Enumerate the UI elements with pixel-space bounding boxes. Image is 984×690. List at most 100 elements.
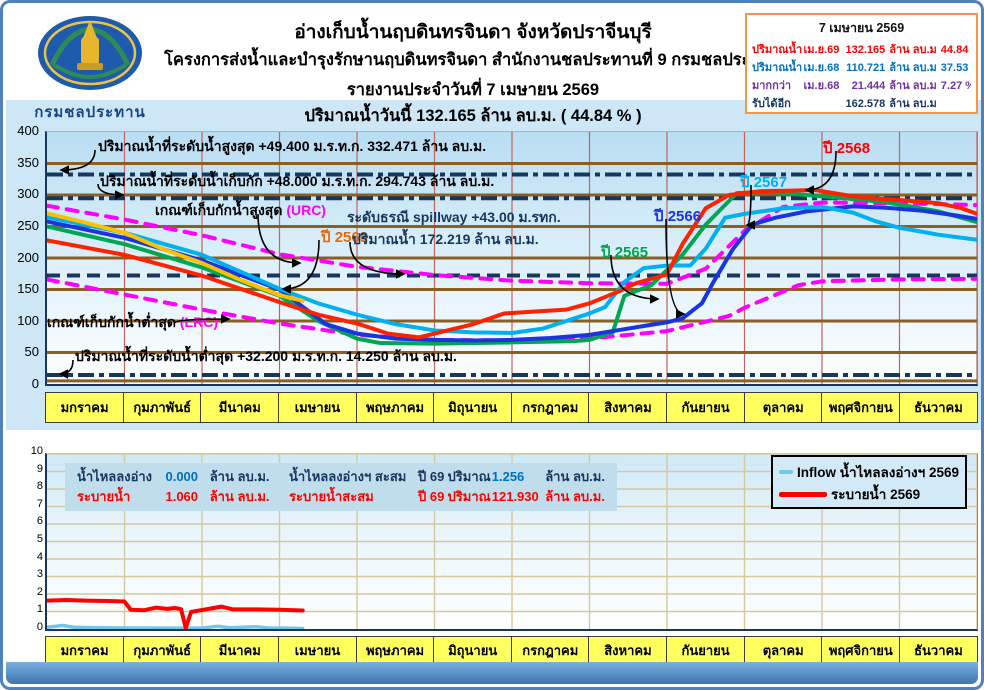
- info-box-row-3: รับได้อีก 162.578 ล้าน ลบ.ม: [752, 95, 971, 113]
- report-subtitle: โครงการส่งน้ำและบำรุงรักษานฤบดินทรจินดา …: [164, 51, 782, 69]
- rid-logo-text: กรมชลประทาน: [34, 104, 146, 121]
- month-cell-6: กรกฎาคม: [510, 392, 590, 423]
- flow-info-segment: 1.256: [491, 469, 525, 484]
- month-cell-7: สิงหาคม: [588, 636, 668, 664]
- rid-logo: กรมชลประทาน: [25, 13, 155, 121]
- month-cell-4: พฤษภาคม: [355, 636, 435, 664]
- flow-info-box: น้ำไหลลงอ่าง 0.000 ล้าน ลบ.ม. น้ำไหลลงอ่างฯ…: [65, 463, 617, 511]
- info-cell: [941, 95, 971, 113]
- report-date-line: รายงานประจำวันที่ 7 เมษายน 2569: [346, 81, 600, 99]
- y-tick-label: 50: [24, 344, 39, 360]
- annotation-spillway: ระดับธรณี spillway +43.00 ม.รทก.: [347, 207, 561, 229]
- month-cell-0: มกราคม: [45, 392, 125, 423]
- info-cell: 44.84 %: [940, 44, 971, 56]
- y-tick-label: 9: [36, 462, 43, 475]
- rid-emblem-icon: [38, 16, 142, 90]
- summary-info-box: 7 เมษายน 2569 ปริมาณน้ำ เม.ย.69 132.165 ล้า…: [745, 13, 978, 114]
- flow-info-segment: ปริมาณ: [447, 489, 491, 504]
- info-cell: รับได้อีก: [752, 98, 791, 110]
- annotation-year-2566-text: ปี 2566: [654, 208, 702, 225]
- info-cell: ปริมาณน้ำ: [752, 44, 803, 56]
- info-cell: ล้าน ลบ.ม: [889, 62, 937, 74]
- info-cell: เม.ย.68: [803, 80, 840, 92]
- info-cell: 7.27 %: [940, 80, 971, 92]
- annotation-year-2565-text: ปี 2565: [601, 244, 649, 261]
- annotation-year-2567: ปี 2567: [740, 170, 787, 194]
- month-cell-0: มกราคม: [45, 636, 125, 664]
- y-tick-label: 3: [36, 568, 43, 581]
- info-cell: มากกว่า: [752, 80, 792, 92]
- flow-info-segment: ปี 69: [418, 489, 445, 504]
- month-cell-3: เมษายน: [277, 392, 357, 423]
- y-tick-label: 1: [36, 603, 43, 616]
- month-cell-8: กันยายน: [666, 636, 746, 664]
- flow-info-segment: น้ำไหลลงอ่าง: [77, 469, 153, 484]
- y-tick-label: 150: [17, 281, 39, 297]
- month-cell-11: ธันวาคม: [898, 636, 978, 664]
- flow-info-segment: ระบายน้ำ: [77, 489, 131, 504]
- annotation-year-2568: ปี 2568: [823, 136, 870, 160]
- annotation-spillway-text: ระดับธรณี spillway +43.00 ม.รทก.: [347, 209, 561, 225]
- discharge-line-swatch: [779, 491, 827, 497]
- annotation-lrc-text: เกณฑ์เก็บกักน้ำต่ำสุด: [47, 314, 180, 330]
- flow-info-segment: ล้าน ลบ.ม.: [545, 469, 605, 484]
- info-cell: เม.ย.69: [803, 44, 840, 56]
- month-cell-9: ตุลาคม: [743, 636, 823, 664]
- annotation-volume-172-text: ปริมาณน้ำ 172.219 ล้าน ลบ.ม.: [352, 231, 539, 247]
- annotation-min-level: ปริมาณน้ำที่ระดับน้ำต่ำสุด +32.200 ม.ร.ท…: [75, 346, 457, 368]
- month-cell-4: พฤษภาคม: [355, 392, 435, 423]
- annotation-year-2566: ปี 2566: [654, 204, 701, 228]
- inflow-line-swatch: [779, 470, 793, 474]
- annotation-urc-text: เกณฑ์เก็บกักน้ำสูงสุด: [155, 202, 287, 218]
- y-tick-label: 7: [36, 497, 43, 510]
- month-cell-9: ตุลาคม: [743, 392, 823, 423]
- month-cell-5: มิถุนายน: [433, 636, 513, 664]
- month-cell-1: กุมภาพันธ์: [122, 392, 202, 423]
- y-tick-label: 2: [36, 585, 43, 598]
- info-cell: 132.165: [845, 44, 886, 56]
- y-tick-label: 250: [17, 217, 39, 233]
- flow-info-segment: ล้าน ลบ.ม.: [209, 489, 270, 504]
- month-cell-6: กรกฎาคม: [510, 636, 590, 664]
- month-cell-1: กุมภาพันธ์: [122, 636, 202, 664]
- info-cell: ล้าน ลบ.ม: [889, 80, 937, 92]
- annotation-year-2567-text: ปี 2567: [740, 174, 788, 191]
- month-cell-10: พฤศจิกายน: [821, 392, 901, 423]
- month-cell-7: สิงหาคม: [588, 392, 668, 423]
- month-cell-8: กันยายน: [666, 392, 746, 423]
- info-cell: 162.578: [845, 98, 886, 110]
- info-cell: [804, 95, 843, 113]
- month-cell-5: มิถุนายน: [433, 392, 513, 423]
- info-cell: 110.721: [846, 62, 886, 74]
- legend-entry-inflow: Inflow น้ำไหลลงอ่างฯ 2569: [779, 461, 959, 483]
- inflow-legend-label: Inflow น้ำไหลลงอ่างฯ 2569: [796, 465, 959, 480]
- annotation-lrc: เกณฑ์เก็บกักน้ำต่ำสุด (LRC): [47, 312, 218, 334]
- info-cell: ปริมาณน้ำ: [752, 62, 803, 74]
- month-cell-2: มีนาคม: [200, 392, 280, 423]
- y-tick-label: 8: [36, 480, 43, 493]
- annotation-lrc-text: (LRC): [179, 314, 218, 330]
- flow-info-segment: 121.930: [491, 489, 539, 504]
- flow-x-axis: มกราคม กุมภาพันธ์ มีนาคม เมษายน พฤษภาคม มิถุน…: [45, 636, 978, 664]
- discharge-legend-label: ระบายน้ำ 2569: [831, 487, 921, 502]
- storage-x-axis: มกราคม กุมภาพันธ์ มีนาคม เมษายน พฤษภาคม มิถุน…: [45, 392, 978, 423]
- flow-info-segment: ระบายน้ำสะสม: [288, 489, 374, 504]
- discharge-info-row: ระบายน้ำ 1.060 ล้าน ลบ.ม. ระบายน้ำสะสม ปี 69…: [77, 487, 605, 507]
- annotation-urc: เกณฑ์เก็บกักน้ำสูงสุด (URC): [155, 200, 326, 222]
- flow-info-segment: น้ำไหลลงอ่างฯ สะสม: [288, 469, 407, 484]
- month-cell-10: พฤศจิกายน: [821, 636, 901, 664]
- flow-info-segment: ปริมาณ: [447, 469, 491, 484]
- annotation-max-level-text: ปริมาณน้ำที่ระดับน้ำสูงสุด +49.400 ม.ร.ท…: [98, 138, 487, 154]
- flow-legend: Inflow น้ำไหลลงอ่างฯ 2569 ระบายน้ำ 2569: [771, 455, 967, 509]
- bottom-bar: [6, 662, 978, 684]
- annotation-min-level-text: ปริมาณน้ำที่ระดับน้ำต่ำสุด +32.200 ม.ร.ท…: [75, 348, 457, 364]
- flow-info-segment: ล้าน ลบ.ม.: [209, 469, 270, 484]
- info-cell: 21.444: [851, 80, 886, 92]
- info-cell: เม.ย.68: [803, 62, 840, 74]
- y-tick-label: 400: [17, 123, 39, 138]
